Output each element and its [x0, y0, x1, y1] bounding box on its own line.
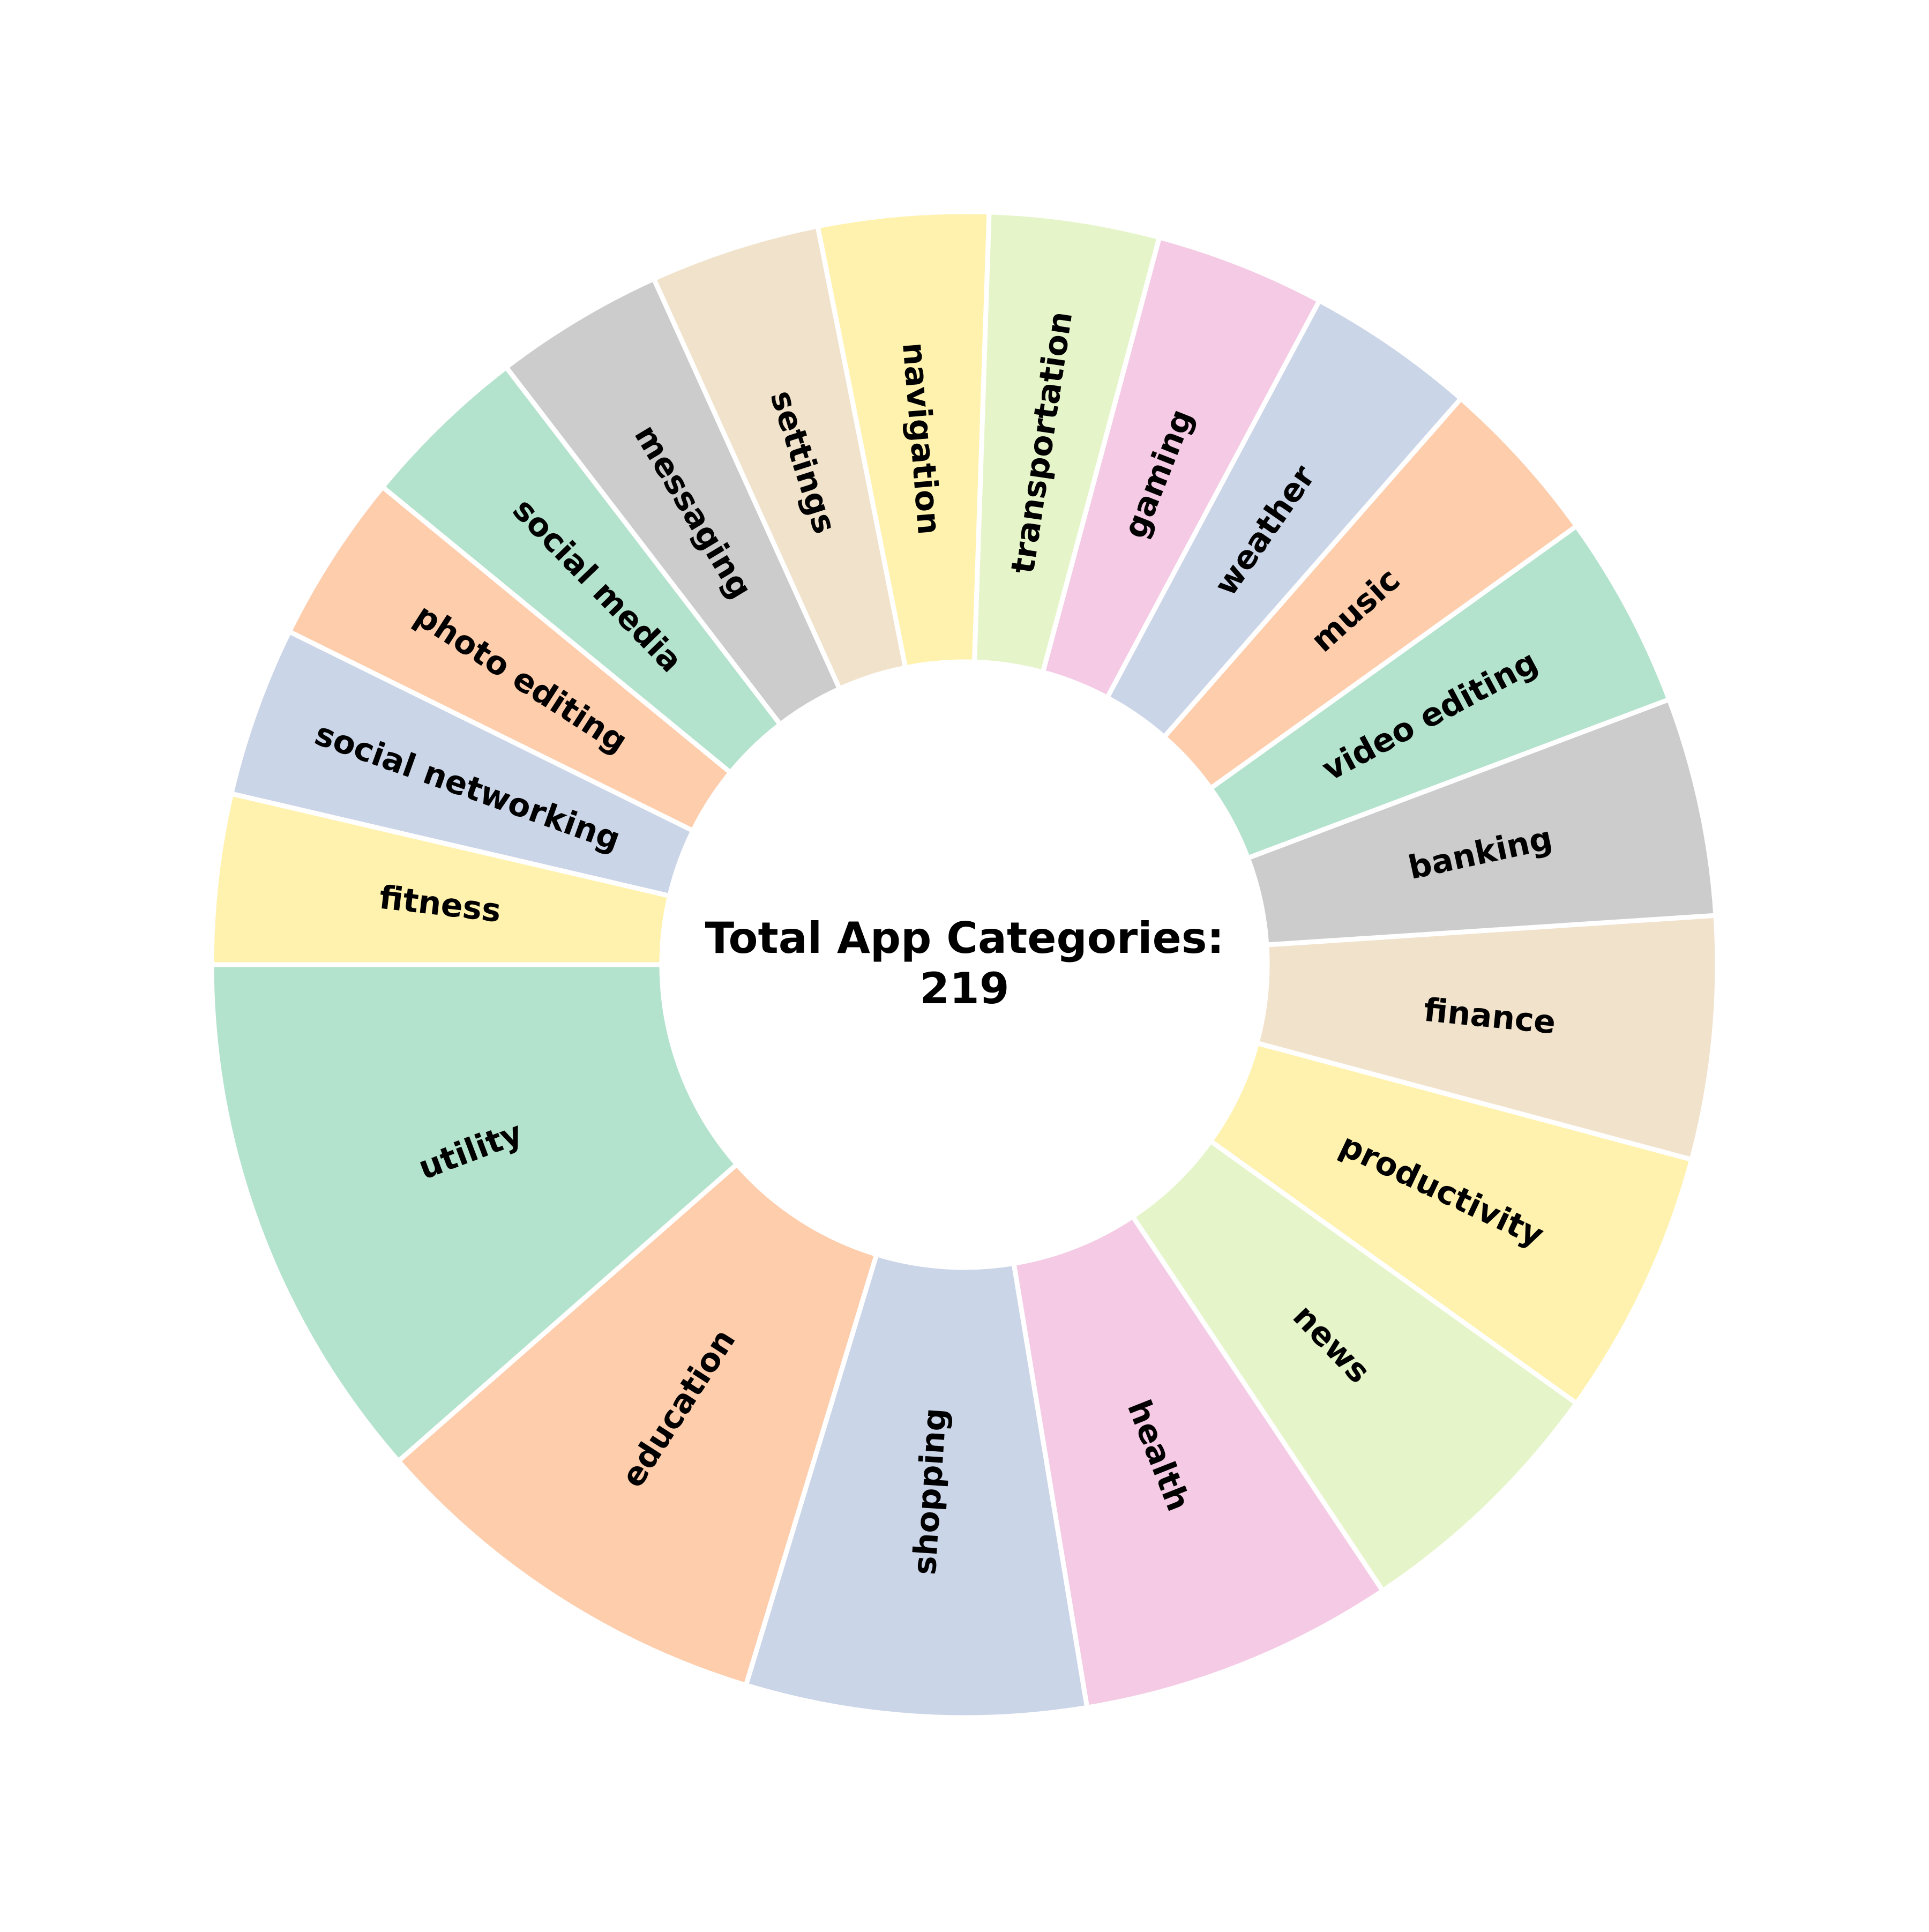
- slice-banking: [1245, 697, 1718, 948]
- slice-fitness: [209, 791, 672, 967]
- center-title: Total App Categories:: [705, 913, 1224, 963]
- slice-shopping: [743, 1252, 1090, 1720]
- slice-productivity: [1208, 1040, 1694, 1406]
- slice-health: [1011, 1214, 1386, 1710]
- center-value: 219: [920, 964, 1010, 1013]
- slice-education: [396, 1162, 879, 1688]
- slice-news: [1130, 1138, 1579, 1593]
- slice-utility: [209, 962, 739, 1464]
- slice-finance: [1254, 913, 1720, 1162]
- slices-layer: [209, 209, 1720, 1720]
